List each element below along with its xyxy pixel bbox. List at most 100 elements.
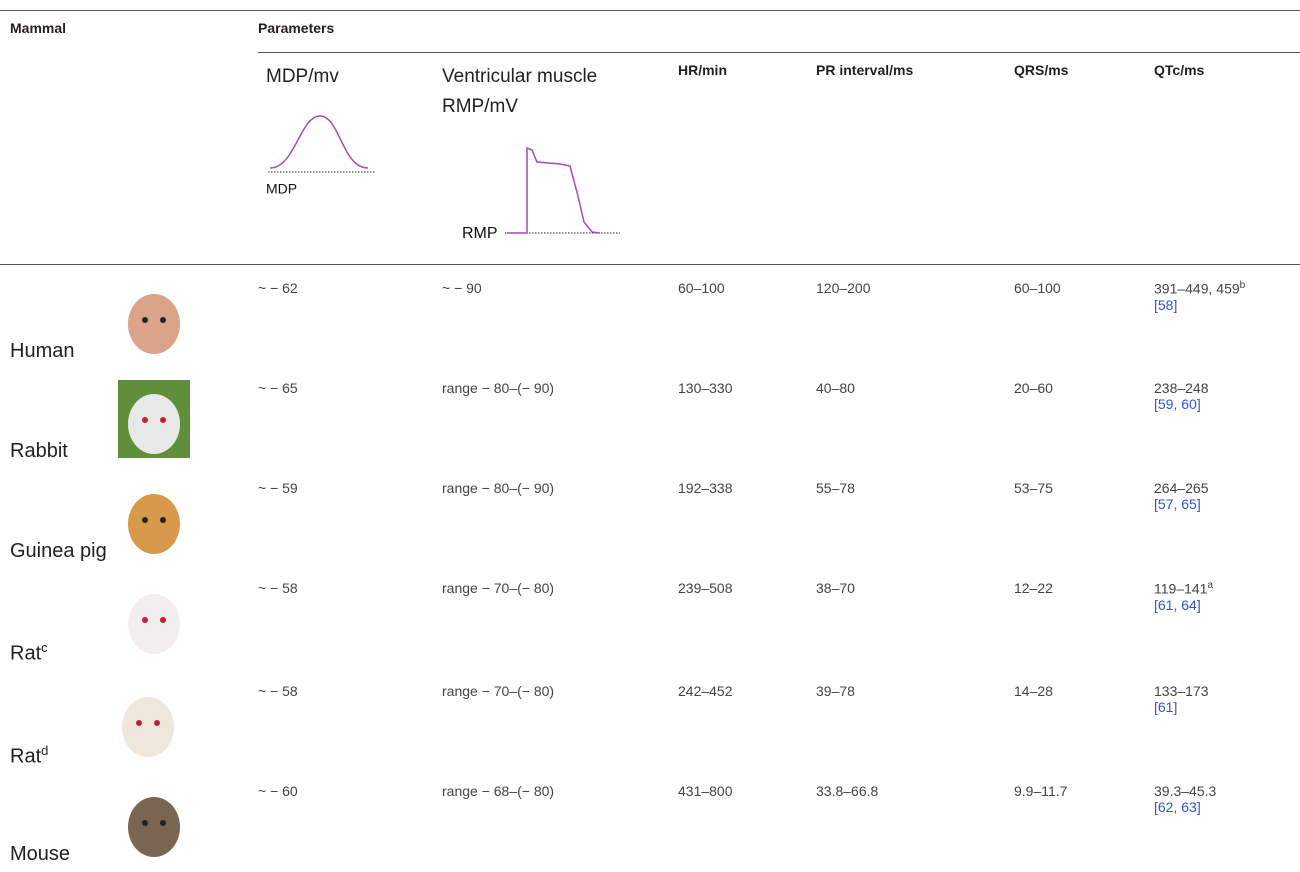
table-cell: ~ − 60 [258,783,298,799]
mammal-name: Rabbit [10,440,68,463]
reference-link[interactable]: [59, 60] [1154,396,1201,412]
table-cell: 264–265[57, 65] [1154,480,1209,512]
cell-value: 39–78 [816,683,855,699]
table-cell: ~ − 65 [258,380,298,396]
table-cell: 9.9–11.7 [1014,783,1067,799]
table-cell: 391–449, 459b [58] [1154,280,1245,313]
page: Mammal Parameters MDP/mv Ventricular mus… [0,0,1300,872]
cell-value: ~ − 62 [258,280,298,296]
table-cell: range − 68–(− 80) [442,783,554,799]
table-cell: 130–330 [678,380,733,396]
cell-value: 242–452 [678,683,733,699]
footnote-mark: b [1240,280,1246,291]
footnote-mark: a [1207,580,1213,591]
cell-value: 119–141 [1154,581,1207,597]
table-cell: 60–100 [678,280,725,296]
cell-value: 55–78 [816,480,855,496]
cell-value: 133–173 [1154,683,1209,699]
table-cell: ~ − 62 [258,280,298,296]
cell-value: 40–80 [816,380,855,396]
animal-photo [118,580,190,658]
mammal-name: Mouse [10,843,70,866]
table-cell: 39–78 [816,683,855,699]
animal-photo [118,280,190,358]
cell-value: 192–338 [678,480,733,496]
cell-value: 9.9–11.7 [1014,783,1067,799]
cell-value: ~ − 58 [258,580,298,596]
table-cell: range − 80–(− 90) [442,380,554,396]
cell-value: 238–248 [1154,380,1209,396]
cell-value: 14–28 [1014,683,1053,699]
table-cell: 133–173[61] [1154,683,1209,715]
cell-value: 38–70 [816,580,855,596]
icon-label: MDP [266,181,297,197]
reference-link[interactable]: [58] [1154,297,1177,313]
cell-value: 431–800 [678,783,733,799]
cell-value: 53–75 [1014,480,1053,496]
cell-value: 391–449, 459 [1154,281,1240,297]
reference-link[interactable]: [62, 63] [1154,799,1201,815]
rmp-wave [507,148,600,233]
mammal-label: Mouse [10,843,70,865]
reference-link[interactable]: [57, 65] [1154,496,1201,512]
table-cell: range − 70–(− 80) [442,580,554,596]
table-cell: ~ − 90 [442,280,482,296]
reference-link[interactable]: [61, 64] [1154,597,1201,613]
table-cell: 120–200 [816,280,871,296]
animal-photo [118,380,190,458]
table-cell: 39.3–45.3[62, 63] [1154,783,1216,815]
table-cell: 20–60 [1014,380,1053,396]
table-cell: 40–80 [816,380,855,396]
reference-link[interactable]: [61] [1154,699,1177,715]
mammal-name: Ratd [10,743,48,769]
footnote-mark: c [41,640,48,655]
footnote-mark: d [41,743,48,758]
animal-photo [112,683,184,761]
mammal-name: Ratc [10,640,48,666]
waveform-icons: MDP RMP [0,0,1300,260]
table-cell: ~ − 58 [258,683,298,699]
table-cell: 38–70 [816,580,855,596]
cell-value: 60–100 [678,280,725,296]
cell-value: range − 70–(− 80) [442,580,554,596]
table-cell: 239–508 [678,580,733,596]
animal-photo [118,783,190,861]
cell-value: 130–330 [678,380,733,396]
cell-value: 239–508 [678,580,733,596]
cell-value: 33.8–66.8 [816,783,878,799]
cell-value: 20–60 [1014,380,1053,396]
mammal-label: Human [10,340,74,362]
table-cell: ~ − 59 [258,480,298,496]
mdp-wave [270,116,368,168]
cell-value: ~ − 59 [258,480,298,496]
mammal-label: Guinea pig [10,540,107,562]
cell-value: ~ − 65 [258,380,298,396]
cell-value: range − 80–(− 90) [442,480,554,496]
cell-value: 120–200 [816,280,871,296]
mammal-name: Guinea pig [10,540,107,563]
mammal-label: Rat [10,746,41,768]
cell-value: ~ − 58 [258,683,298,699]
cell-value: 12–22 [1014,580,1053,596]
table-cell: 12–22 [1014,580,1053,596]
mammal-name: Human [10,340,74,363]
mammal-label: Rabbit [10,440,68,462]
cell-value: range − 80–(− 90) [442,380,554,396]
table-cell: ~ − 58 [258,580,298,596]
table-cell: 192–338 [678,480,733,496]
table-cell: 60–100 [1014,280,1061,296]
cell-value: 264–265 [1154,480,1209,496]
cell-value: ~ − 60 [258,783,298,799]
header-rule [0,264,1300,265]
cell-value: range − 68–(− 80) [442,783,554,799]
table-cell: 14–28 [1014,683,1053,699]
cell-value: 60–100 [1014,280,1061,296]
animal-photo [118,480,190,558]
table-cell: 242–452 [678,683,733,699]
table-cell: 33.8–66.8 [816,783,878,799]
cell-value: range − 70–(− 80) [442,683,554,699]
table-cell: range − 70–(− 80) [442,683,554,699]
table-cell: range − 80–(− 90) [442,480,554,496]
mammal-label: Rat [10,643,41,665]
table-cell: 53–75 [1014,480,1053,496]
